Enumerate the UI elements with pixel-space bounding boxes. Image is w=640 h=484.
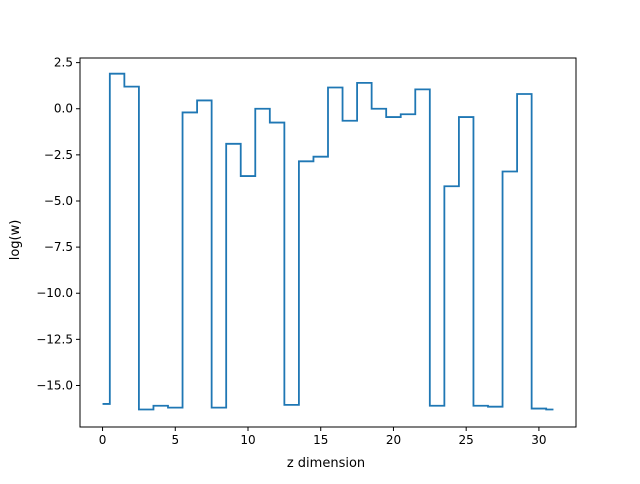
y-tick-label: −10.0 — [36, 286, 73, 300]
y-tick-label: −12.5 — [36, 332, 73, 346]
y-axis-label: log(w) — [8, 220, 23, 261]
x-tick-label: 5 — [171, 433, 179, 447]
y-tick-label: −7.5 — [44, 240, 73, 254]
x-tick-label: 30 — [531, 433, 546, 447]
y-tick-label: 2.5 — [54, 56, 73, 70]
x-tick-label: 20 — [386, 433, 401, 447]
y-tick-label: 0.0 — [54, 102, 73, 116]
axes-frame — [79, 57, 577, 428]
x-tick-label: 10 — [240, 433, 255, 447]
x-tick-label: 25 — [459, 433, 474, 447]
plot-area — [102, 72, 554, 411]
series-line — [102, 72, 554, 411]
y-tick-label: −15.0 — [36, 378, 73, 392]
x-axis-label: z dimension — [287, 456, 365, 471]
y-tick-label: −5.0 — [44, 194, 73, 208]
x-tick-label: 0 — [99, 433, 107, 447]
axes: 0 5 10 15 20 25 30 2.5 0.0 −2.5 −5.0 −7.5 −10.0 −12.5… — [36, 56, 577, 447]
x-tick-label: 15 — [313, 433, 328, 447]
y-tick-label: −2.5 — [44, 148, 73, 162]
